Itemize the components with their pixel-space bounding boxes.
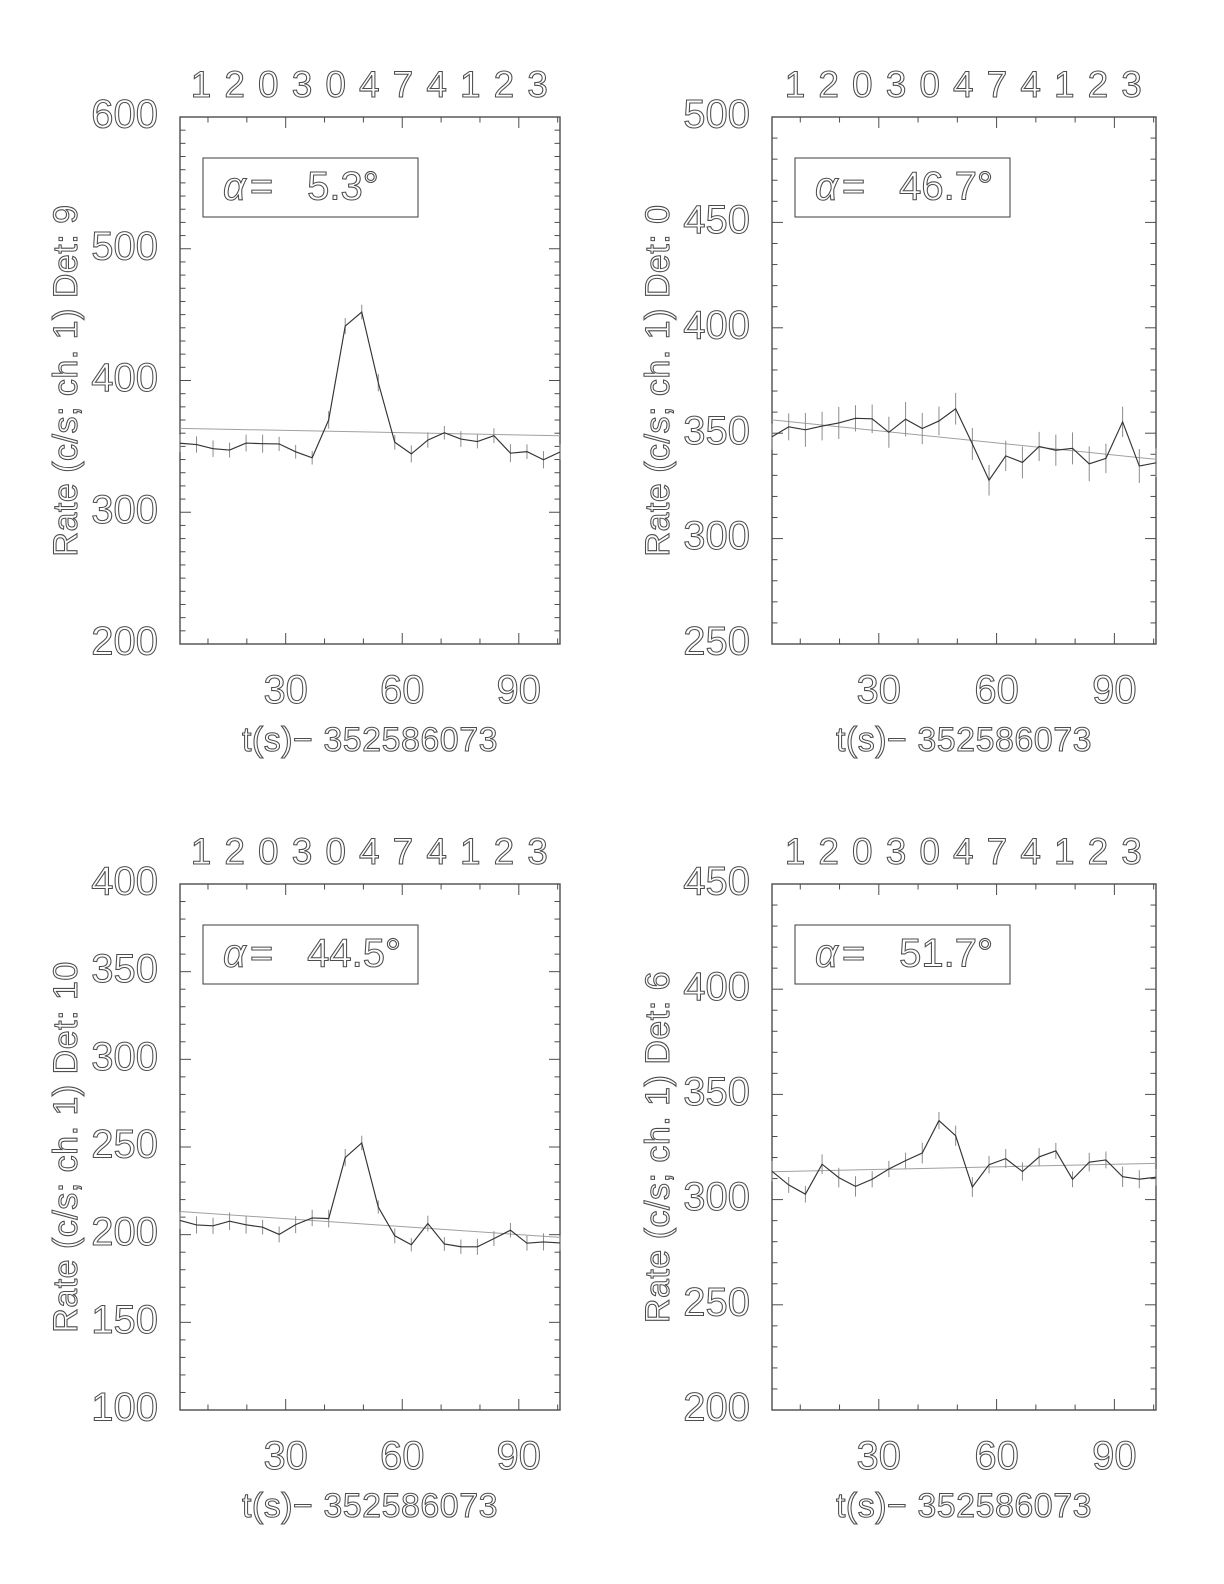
svg-text:90: 90 <box>497 1434 542 1478</box>
svg-text:α=51.7°: α = 51.7° <box>815 931 993 975</box>
svg-text:300: 300 <box>683 514 750 558</box>
svg-text:Rate (c/s; ch. 1) Det: 9: Rate (c/s; ch. 1) Det: 9 <box>47 204 85 556</box>
svg-text:60: 60 <box>380 1434 425 1478</box>
svg-text:300: 300 <box>683 1175 750 1219</box>
svg-text:400: 400 <box>683 303 750 347</box>
svg-text:t(s)− 352586073: t(s)− 352586073 <box>242 721 498 759</box>
svg-text:150: 150 <box>91 1298 158 1342</box>
svg-text:200: 200 <box>91 1210 158 1254</box>
svg-text:α=46.7°: α = 46.7° <box>815 164 993 208</box>
svg-text:450: 450 <box>683 860 750 904</box>
svg-text:60: 60 <box>974 1434 1019 1478</box>
svg-text:t(s)− 352586073: t(s)− 352586073 <box>242 1487 498 1525</box>
svg-text:400: 400 <box>91 860 158 904</box>
svg-text:90: 90 <box>1092 668 1137 712</box>
svg-text:60: 60 <box>380 668 425 712</box>
svg-text:30: 30 <box>857 1434 902 1478</box>
svg-text:350: 350 <box>91 947 158 991</box>
svg-text:Rate (c/s; ch. 1) Det: 6: Rate (c/s; ch. 1) Det: 6 <box>639 971 677 1323</box>
svg-text:250: 250 <box>683 620 750 664</box>
svg-text:350: 350 <box>683 409 750 453</box>
svg-text:450: 450 <box>683 198 750 242</box>
svg-text:100: 100 <box>91 1386 158 1430</box>
svg-text:Rate (c/s; ch. 1) Det: 0: Rate (c/s; ch. 1) Det: 0 <box>639 204 677 556</box>
svg-text:30: 30 <box>857 668 902 712</box>
svg-text:600: 600 <box>91 93 158 137</box>
svg-text:t(s)− 352586073: t(s)− 352586073 <box>836 721 1092 759</box>
svg-text:300: 300 <box>91 488 158 532</box>
svg-text:200: 200 <box>683 1386 750 1430</box>
svg-text:60: 60 <box>974 668 1019 712</box>
svg-text:300: 300 <box>91 1035 158 1079</box>
svg-text:500: 500 <box>683 93 750 137</box>
svg-text:200: 200 <box>91 620 158 664</box>
svg-text:90: 90 <box>1092 1434 1137 1478</box>
svg-text:400: 400 <box>91 356 158 400</box>
svg-text:Rate (c/s; ch. 1) Det: 10: Rate (c/s; ch. 1) Det: 10 <box>47 961 85 1333</box>
svg-text:90: 90 <box>497 668 542 712</box>
svg-text:400: 400 <box>683 965 750 1009</box>
svg-text:30: 30 <box>263 668 308 712</box>
svg-text:α=44.5°: α = 44.5° <box>223 931 401 975</box>
svg-text:250: 250 <box>683 1280 750 1324</box>
svg-text:30: 30 <box>263 1434 308 1478</box>
svg-text:1 2 0 3 0 4 7 4 1 2 3: 1 2 0 3 0 4 7 4 1 2 3 <box>785 831 1144 872</box>
svg-text:1 2 0 3 0 4 7 4 1 2 3: 1 2 0 3 0 4 7 4 1 2 3 <box>191 831 550 872</box>
svg-text:t(s)− 352586073: t(s)− 352586073 <box>836 1487 1092 1525</box>
svg-text:350: 350 <box>683 1070 750 1114</box>
svg-text:250: 250 <box>91 1123 158 1167</box>
svg-text:1 2 0 3 0 4 7 4 1 2 3: 1 2 0 3 0 4 7 4 1 2 3 <box>191 64 550 105</box>
svg-text:500: 500 <box>91 224 158 268</box>
svg-text:1 2 0 3 0 4 7 4 1 2 3: 1 2 0 3 0 4 7 4 1 2 3 <box>785 64 1144 105</box>
